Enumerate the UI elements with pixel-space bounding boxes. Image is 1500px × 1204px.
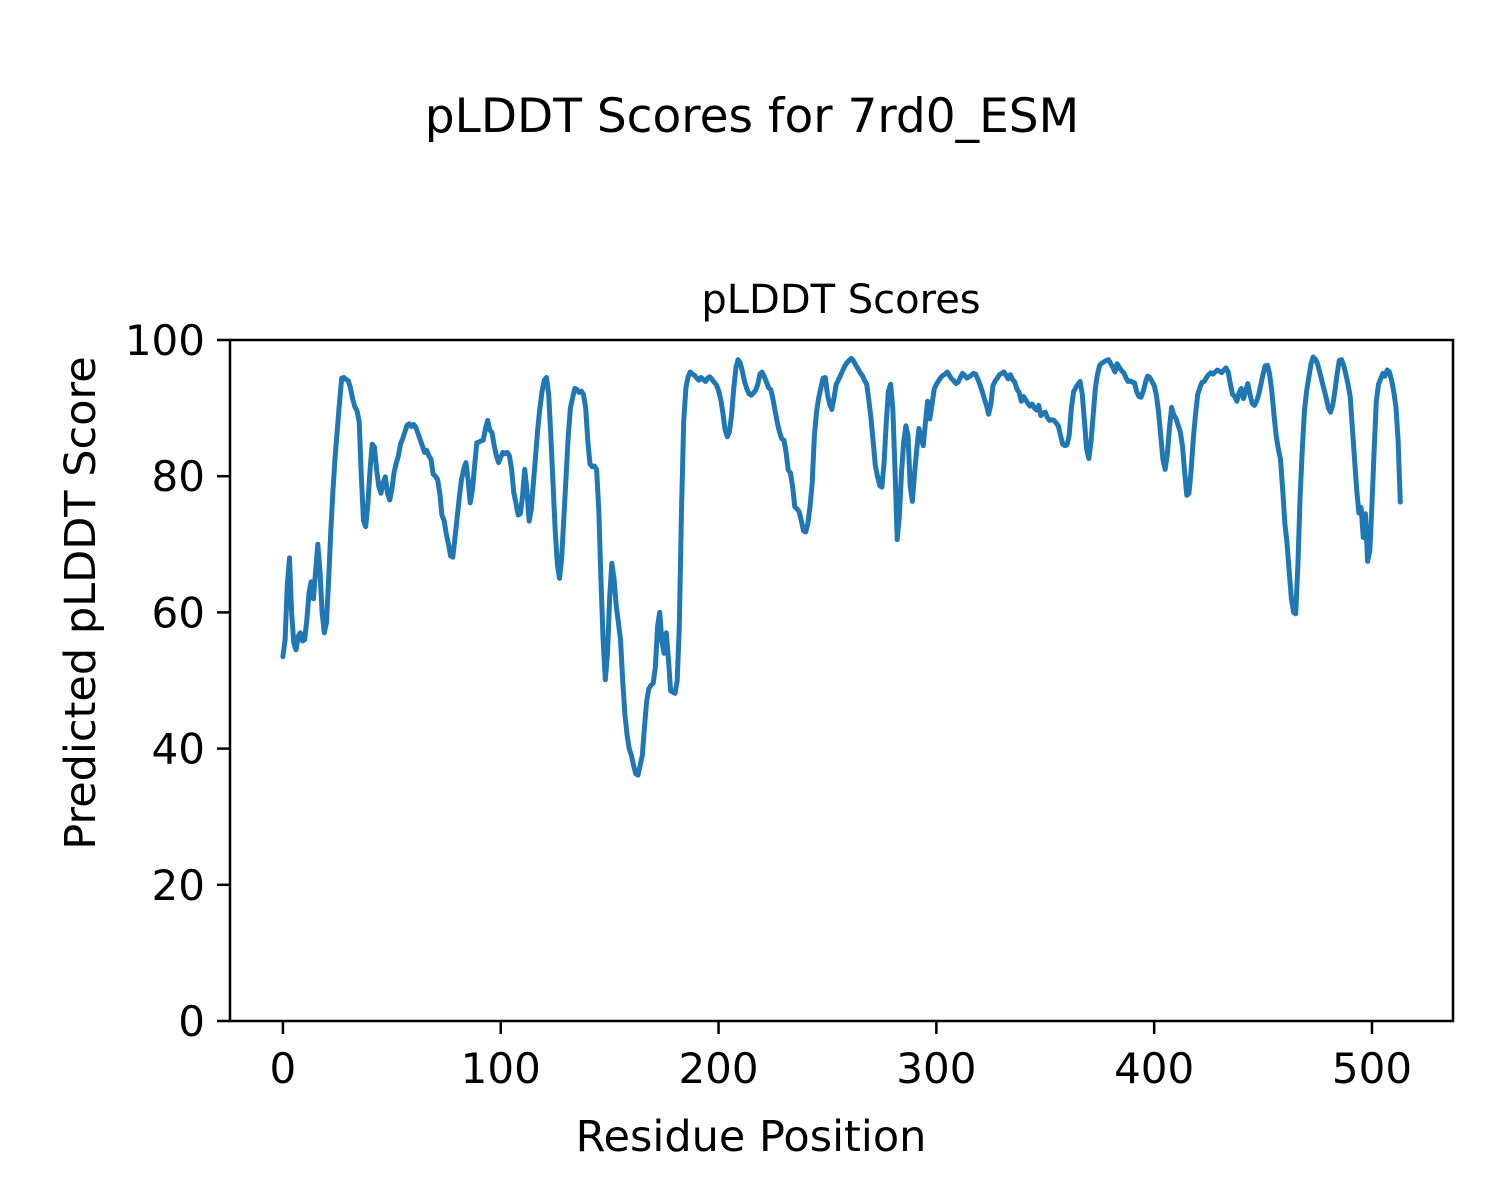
y-axis-label: Predicted pLDDT Score bbox=[56, 356, 106, 849]
axes-spines bbox=[228, 338, 1455, 1023]
figure-title: pLDDT Scores for 7rd0_ESM bbox=[425, 89, 1079, 144]
axes-title: pLDDT Scores bbox=[701, 277, 980, 323]
x-tick-label: 300 bbox=[896, 1044, 976, 1093]
plddt-score-line bbox=[280, 354, 1403, 778]
x-tick-label: 400 bbox=[1114, 1044, 1194, 1093]
x-axis-label: Residue Position bbox=[576, 1112, 927, 1162]
x-tick-label: 200 bbox=[678, 1044, 758, 1093]
x-tick-label: 0 bbox=[270, 1044, 297, 1093]
x-tick-label: 100 bbox=[461, 1044, 541, 1093]
y-tick-label: 40 bbox=[152, 725, 205, 774]
y-tick-label: 80 bbox=[152, 452, 205, 501]
y-tick-label: 0 bbox=[178, 997, 205, 1046]
x-tick-label: 500 bbox=[1332, 1044, 1412, 1093]
plot-area: 0 100 200 300 400 500 0 20 40 60 80 100 bbox=[125, 316, 1455, 1093]
y-tick-label: 100 bbox=[125, 316, 205, 365]
y-tick-label: 20 bbox=[152, 861, 205, 910]
y-tick-label: 60 bbox=[152, 588, 205, 637]
